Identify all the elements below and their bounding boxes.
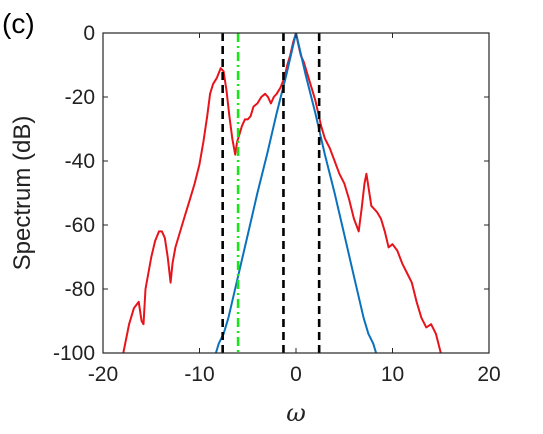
series-line-1 bbox=[122, 33, 442, 353]
y-tick-label: -20 bbox=[65, 86, 95, 109]
y-tick-label: 0 bbox=[83, 22, 95, 45]
x-tick-label: -20 bbox=[88, 363, 118, 386]
series-line-2 bbox=[214, 33, 378, 353]
axis-ticks: -20 -10 0 10 200-20-40-60-80-100 bbox=[53, 22, 501, 386]
y-tick-label: -60 bbox=[65, 214, 95, 237]
x-tick-label: 0 bbox=[290, 363, 302, 386]
x-tick-label: 20 bbox=[477, 363, 500, 386]
y-axis-label: Spectrum (dB) bbox=[9, 116, 36, 271]
plot-frame bbox=[102, 32, 490, 354]
y-tick-label: -40 bbox=[65, 150, 95, 173]
x-tick-label: 10 bbox=[381, 363, 404, 386]
x-tick-label: -10 bbox=[184, 363, 214, 386]
y-tick-label: -100 bbox=[53, 342, 95, 365]
panel-label: (c) bbox=[2, 8, 35, 39]
y-tick-label: -80 bbox=[65, 278, 95, 301]
x-axis-label: ω bbox=[286, 399, 306, 427]
